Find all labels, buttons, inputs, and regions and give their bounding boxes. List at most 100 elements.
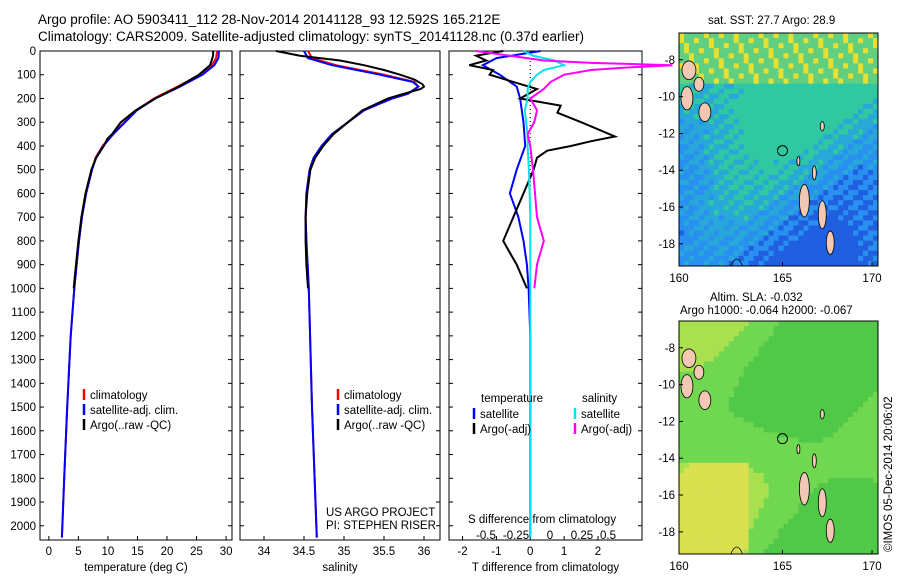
lon-tick-label: 160 <box>669 273 688 285</box>
x-tick-label: 30 <box>220 546 233 558</box>
map-sla <box>679 321 879 555</box>
plot-frame-1 <box>39 50 233 541</box>
x-tick-label: -1 <box>491 546 501 558</box>
lat-tick-label: -16 <box>658 202 675 214</box>
x-tick-label: 5 <box>75 546 81 558</box>
series-line-climatology <box>304 50 420 538</box>
y-tick-label: 1700 <box>10 450 36 462</box>
y-tick-label: 1800 <box>10 473 36 485</box>
legend-label: satellite-adj. clim. <box>344 405 432 417</box>
legend-label: Argo(-adj) <box>480 424 531 436</box>
island-shape <box>817 200 827 230</box>
lon-tick-label: 165 <box>773 273 792 285</box>
legend-label: satellite <box>480 409 519 421</box>
island-shape <box>819 121 825 132</box>
argo-position-marker <box>776 145 788 157</box>
legend-label: Argo(..raw -QC) <box>344 420 425 432</box>
plot-title-line-1: Argo profile: AO 5903411_112 28-Nov-2014… <box>38 12 501 27</box>
x-tick-label: 0 <box>46 546 52 558</box>
series-line-satellite-adj-clim- <box>303 50 421 538</box>
series-line-satellite-adj-clim- <box>60 50 220 538</box>
x-tick-label: 0 <box>527 546 533 558</box>
island-shape <box>698 102 712 122</box>
lat-tick-label: -8 <box>665 55 675 67</box>
sla-map-title-line-2: Argo h1000: -0.064 h2000: -0.067 <box>680 305 853 317</box>
legend-label: Argo(-adj) <box>581 424 632 436</box>
s-axis-tick-label: 0.25 <box>571 530 593 542</box>
series-line-argo-raw-qc- <box>275 50 426 289</box>
s-axis-tick-label: 0.5 <box>600 530 616 542</box>
pi-label: PI: STEPHEN RISER <box>326 520 436 532</box>
x-tick-label: 15 <box>131 546 144 558</box>
legend-header-salinity: salinity <box>582 393 617 405</box>
x-tick-label: 34.5 <box>293 546 315 558</box>
y-tick-label: 1200 <box>10 331 36 343</box>
lat-tick-label: -12 <box>658 416 675 428</box>
imos-credit: ©IMOS 05-Dec-2014 20:06:02 <box>883 396 895 552</box>
island-shape <box>693 364 705 380</box>
lon-tick-label: 160 <box>669 561 688 573</box>
coastline <box>730 546 744 555</box>
island-shape <box>798 472 810 506</box>
x-tick-label: 35.5 <box>373 546 395 558</box>
x-tick-label: 1 <box>561 546 567 558</box>
x-tick-label: 34 <box>258 546 271 558</box>
y-tick-label: 600 <box>17 188 36 200</box>
series-line-argo-raw-qc- <box>72 51 215 289</box>
project-label: US ARGO PROJECT <box>326 507 436 519</box>
y-tick-label: 300 <box>17 117 36 129</box>
lat-tick-label: -10 <box>658 92 675 104</box>
y-tick-label: 1500 <box>10 402 36 414</box>
island-shape <box>693 76 705 92</box>
x-tick-label: 36 <box>418 546 431 558</box>
x-tick-label: -2 <box>457 546 467 558</box>
lat-tick-label: -12 <box>658 128 675 140</box>
lat-tick-label: -10 <box>658 380 675 392</box>
island-shape <box>819 409 825 420</box>
legend-label: climatology <box>90 390 148 402</box>
island-shape <box>825 518 835 543</box>
legend-label: climatology <box>344 390 402 402</box>
lon-tick-label: 170 <box>862 273 881 285</box>
s-axis-label: S difference from climatology <box>468 514 617 526</box>
y-tick-label: 500 <box>17 165 36 177</box>
x-tick-label: 2 <box>595 546 601 558</box>
coastline <box>730 258 744 267</box>
island-shape <box>681 348 697 368</box>
map-frame <box>678 320 879 555</box>
lat-tick-label: -14 <box>658 165 675 177</box>
island-shape <box>811 165 817 181</box>
y-tick-label: 400 <box>17 141 36 153</box>
y-tick-label: 800 <box>17 236 36 248</box>
lat-tick-label: -14 <box>658 453 675 465</box>
argo-position-marker <box>776 433 788 445</box>
lat-tick-label: -8 <box>665 343 675 355</box>
lat-tick-label: -18 <box>658 527 675 539</box>
island-shape <box>796 156 801 167</box>
lon-tick-label: 170 <box>862 561 881 573</box>
series-line-temperature-argo <box>469 50 619 289</box>
y-tick-label: 1100 <box>11 307 36 319</box>
plot-frame-3 <box>448 50 643 541</box>
x-axis-label: temperature (deg C) <box>84 562 188 574</box>
y-tick-label: 2000 <box>10 521 36 533</box>
y-tick-label: 1000 <box>10 283 36 295</box>
x-tick-label: 20 <box>161 546 174 558</box>
island-shape <box>798 184 810 218</box>
sst-map-title: sat. SST: 27.7 Argo: 28.9 <box>708 15 836 27</box>
legend-header-temperature: temperature <box>481 393 543 405</box>
y-tick-label: 700 <box>17 212 36 224</box>
island-shape <box>817 488 827 518</box>
island-shape <box>825 230 835 255</box>
legend-label: satellite-adj. clim. <box>90 405 178 417</box>
island-shape <box>811 453 817 469</box>
island-shape <box>796 444 801 455</box>
map-sst <box>679 33 879 267</box>
legend-label: satellite <box>581 409 620 421</box>
y-tick-label: 1400 <box>10 378 36 390</box>
map-frame <box>678 32 879 267</box>
y-tick-label: 1300 <box>10 355 36 367</box>
series-line-temperature-satellite <box>480 50 541 538</box>
y-tick-label: 1900 <box>10 497 36 509</box>
lon-tick-label: 165 <box>773 561 792 573</box>
